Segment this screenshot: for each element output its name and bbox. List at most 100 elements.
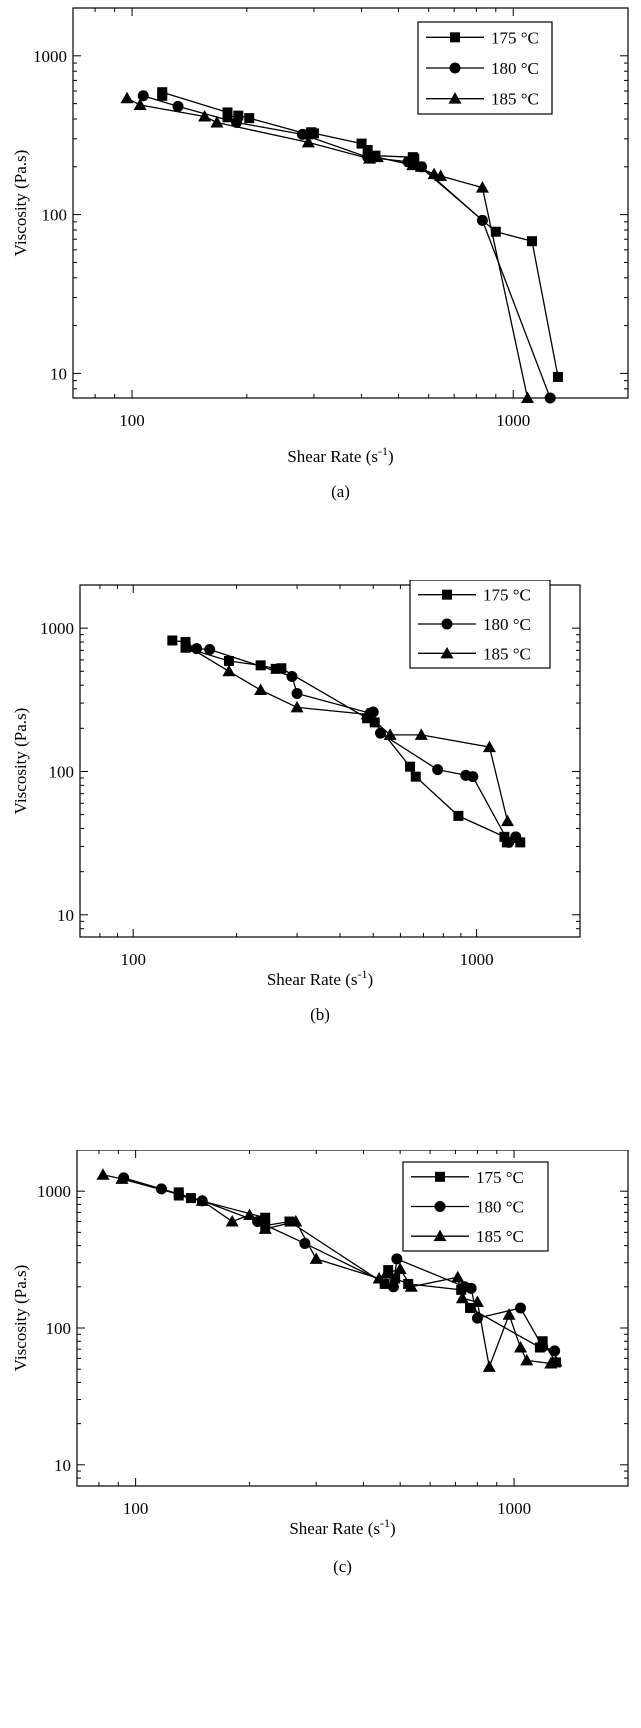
data-point-circle (387, 1281, 399, 1293)
data-point-circle (286, 670, 298, 682)
data-point-square (403, 1278, 414, 1289)
legend: 175 °C 180 °C 185 °C (409, 580, 551, 669)
legend-label: 185 °C (491, 90, 539, 109)
data-point-square (409, 153, 420, 164)
legend-label: 180 °C (476, 1198, 524, 1217)
data-point-square (405, 761, 416, 772)
data-point-circle (375, 727, 387, 739)
data-point-circle (204, 643, 216, 655)
data-point-triangle (383, 728, 397, 740)
x-axis-title: Shear Rate (s-1) (287, 444, 393, 466)
data-point-square (490, 226, 501, 237)
chart-a: 100 1000 10 100 1000 Shear Rate (s-1) Viscosit… (0, 0, 641, 570)
data-point-triangle (254, 683, 268, 696)
legend-label: 180 °C (483, 615, 531, 634)
data-point-square (260, 1212, 271, 1223)
data-point-square (379, 1278, 390, 1289)
data-point-circle (432, 764, 444, 776)
y-tick-label: 100 (42, 206, 68, 225)
y-tick-label: 100 (49, 762, 75, 781)
data-point-square (515, 837, 526, 848)
data-point-triangle (370, 150, 384, 163)
x-tick-label: 100 (120, 950, 146, 969)
data-point-square (167, 635, 178, 646)
x-tick-label: 1000 (460, 950, 494, 969)
data-point-square (410, 771, 421, 782)
data-point-triangle (289, 1215, 303, 1227)
legend: 175 °C 180 °C 185 °C (417, 21, 553, 115)
plot-area (167, 635, 526, 848)
data-point-square (270, 663, 281, 674)
data-point-circle (299, 1237, 311, 1249)
data-point-triangle (455, 1291, 469, 1304)
series-line-square (172, 639, 521, 844)
legend-label: 185 °C (483, 644, 531, 663)
plot-frame (72, 7, 629, 399)
data-point-square (276, 663, 287, 674)
data-point-square (308, 128, 319, 139)
data-point-triangle (514, 1341, 528, 1353)
data-point-square (157, 87, 168, 98)
data-point-triangle (451, 1270, 465, 1283)
data-point-circle (544, 392, 556, 404)
data-point-triangle (243, 1208, 257, 1220)
x-tick-label: 100 (123, 1499, 149, 1518)
x-axis-title: Shear Rate (s-1) (267, 967, 373, 989)
data-point-triangle (502, 1308, 516, 1320)
data-point-triangle (470, 1295, 484, 1307)
data-point-square (244, 113, 255, 124)
data-point-square (369, 717, 380, 728)
data-point-square (233, 110, 244, 121)
y-tick-label: 100 (46, 1319, 72, 1338)
data-point-circle (172, 100, 184, 112)
legend-label: 175 °C (491, 28, 539, 47)
chart-b: 100 1000 10 100 1000 Shear Rate (s-1) Viscosit… (0, 580, 641, 1140)
data-point-triangle (521, 391, 535, 403)
series-line-circle (196, 647, 517, 844)
legend-marker-circle (449, 62, 461, 74)
data-point-triangle (96, 1168, 110, 1180)
data-point-triangle (133, 98, 147, 110)
axis-ticks (76, 1150, 629, 1487)
legend-marker-triangle (440, 646, 454, 659)
chart-b-svg: 100 1000 10 100 1000 Shear Rate (s-1) Viscosit… (11, 580, 581, 1024)
legend: 175 °C 180 °C 185 °C (402, 1161, 549, 1252)
plot-area (120, 87, 563, 404)
data-point-circle (476, 214, 488, 226)
data-point-triangle (414, 728, 428, 740)
chart-c: 100 1000 10 100 1000 Shear Rate (s-1) Viscosit… (0, 1150, 641, 1728)
series-line-triangle (188, 646, 509, 822)
legend-label: 175 °C (476, 1168, 524, 1187)
data-point-square (383, 1265, 394, 1276)
legend-label: 180 °C (491, 59, 539, 78)
data-point-triangle (520, 1353, 534, 1366)
data-point-square (552, 371, 563, 382)
data-point-triangle (309, 1252, 323, 1264)
y-tick-label: 10 (57, 906, 74, 925)
legend-marker-triangle (448, 92, 462, 104)
data-point-triangle (372, 1272, 386, 1284)
data-point-triangle (404, 1280, 418, 1292)
x-tick-label: 1000 (497, 1499, 531, 1518)
data-point-square (499, 831, 510, 842)
legend-marker-circle (434, 1201, 446, 1212)
y-tick-label: 10 (50, 364, 67, 383)
legend-label: 175 °C (483, 586, 531, 605)
data-point-square (255, 660, 266, 671)
data-point-triangle (406, 158, 420, 171)
chart-c-svg: 100 1000 10 100 1000 Shear Rate (s-1) Viscosit… (11, 1150, 629, 1576)
data-point-triangle (434, 169, 448, 182)
y-axis-title: Viscosity (Pa.s) (11, 150, 30, 257)
data-point-circle (549, 1345, 561, 1357)
data-point-square (465, 1303, 476, 1314)
data-point-square (223, 655, 234, 666)
legend-marker-triangle (433, 1229, 447, 1242)
data-point-circle (391, 1253, 403, 1265)
x-tick-label: 1000 (496, 411, 530, 430)
x-axis-title: Shear Rate (s-1) (289, 1516, 395, 1538)
data-point-square (527, 236, 538, 247)
data-point-circle (515, 1302, 527, 1314)
data-point-square (390, 1273, 401, 1284)
data-point-square (284, 1216, 295, 1227)
data-point-triangle (182, 640, 196, 652)
